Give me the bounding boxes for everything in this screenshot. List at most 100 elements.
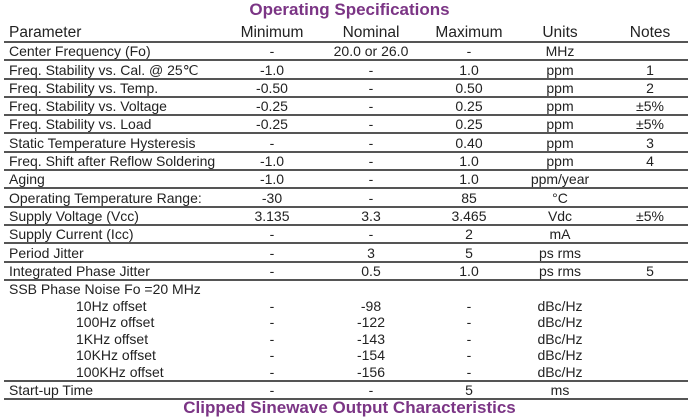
cell-units: °C — [508, 188, 612, 208]
cell-nominal: 3.3 — [312, 206, 430, 226]
cell-maximum: - — [466, 347, 472, 364]
table-row: Freq. Stability vs. Cal. @ 25℃ -1.0-1.0 pp… — [4, 60, 688, 80]
cell-minimum: - — [269, 347, 275, 364]
cell-minimum: 3.135 — [232, 206, 312, 226]
specifications-table: Parameter Minimum Nominal Maximum Units … — [4, 24, 688, 401]
cell-nominal: -122 — [356, 314, 386, 331]
phase-noise-label: SSB Phase Noise Fo =20 MHz — [9, 281, 201, 298]
cell-nominal: - — [312, 188, 430, 208]
cell-notes — [612, 42, 688, 62]
cell-parameter: Start-up Time — [4, 380, 232, 401]
cell-notes — [612, 297, 688, 314]
cell-units: dBc/Hz — [508, 363, 612, 382]
cell-notes: 4 — [612, 151, 688, 172]
table-row: 10KHz offset - -154 - dBc/Hz — [4, 347, 688, 364]
cell-minimum: -1.0 — [232, 60, 312, 80]
cell-minimum: -1.0 — [232, 151, 312, 172]
cell-units: ms — [508, 380, 612, 401]
cell-maximum: 1.0 — [430, 151, 508, 172]
cell-minimum: -1.0 — [232, 170, 312, 190]
cell-parameter: Freq. Stability vs. Cal. @ 25℃ — [4, 60, 232, 80]
cell-nominal: - — [312, 170, 430, 190]
cell-nominal: -143 — [356, 330, 386, 347]
table-row: Freq. Stability vs. Load -0.25-0.25 ppm ±5% — [4, 115, 688, 135]
cell-units: MHz — [508, 42, 612, 62]
cell-maximum: 0.40 — [430, 133, 508, 153]
table-row: Static Temperature Hysteresis - -0.40 ppm 3 — [4, 133, 688, 153]
cell-nominal: -98 — [360, 297, 382, 314]
cell-nominal: 0.5 — [312, 261, 430, 281]
cell-notes — [612, 188, 688, 208]
header-nominal: Nominal — [312, 24, 430, 43]
cell-notes: 3 — [612, 133, 688, 153]
cell-notes: ±5% — [612, 115, 688, 135]
cell-nominal: -156 — [312, 363, 430, 382]
cell-parameter: Operating Temperature Range: — [4, 188, 232, 208]
next-section-title: Clipped Sinewave Output Characteristics — [183, 398, 516, 417]
cell-units: Vdc — [508, 206, 612, 226]
cell-maximum: - — [430, 42, 508, 62]
cell-minimum: - — [232, 243, 312, 263]
cell-parameter: 1KHz offset — [76, 330, 149, 347]
cell-nominal: - — [312, 380, 430, 401]
cell-units: ppm — [508, 96, 612, 117]
cell-maximum: 5 — [430, 380, 508, 401]
cell-parameter: Freq. Stability vs. Voltage — [4, 96, 232, 117]
cell-maximum: 1.0 — [430, 261, 508, 281]
cell-maximum: 1.0 — [430, 170, 508, 190]
table-row: Aging -1.0-1.0 ppm/year — [4, 170, 688, 190]
cell-units: ppm/year — [508, 170, 612, 190]
cell-notes: ±5% — [612, 96, 688, 117]
cell-notes: 2 — [612, 78, 688, 98]
cell-maximum: - — [466, 330, 472, 347]
cell-notes — [612, 170, 688, 190]
cell-parameter: Aging — [4, 170, 232, 190]
cell-units: ppm — [508, 78, 612, 98]
cell-units: ps rms — [508, 261, 612, 281]
cell-parameter: 100Hz offset — [76, 314, 155, 331]
header-row: Parameter Minimum Nominal Maximum Units … — [4, 24, 688, 43]
cell-parameter: Freq. Stability vs. Temp. — [4, 78, 232, 98]
table-row: Freq. Shift after Reflow Soldering -1.0-1… — [4, 151, 688, 172]
cell-maximum: 1.0 — [430, 60, 508, 80]
cell-maximum: 5 — [430, 243, 508, 263]
cell-notes: 1 — [612, 60, 688, 80]
table-row: Freq. Stability vs. Temp. -0.50-0.50 ppm 2 — [4, 78, 688, 98]
cell-units: mA — [508, 224, 612, 245]
cell-nominal: - — [312, 96, 430, 117]
cell-nominal: - — [312, 133, 430, 153]
table-row: SSB Phase Noise Fo =20 MHz — [4, 280, 688, 298]
cell-parameter: 10KHz offset — [76, 347, 156, 364]
table-row: Supply Current (Icc) - -2 mA — [4, 224, 688, 245]
cell-units: ps rms — [508, 243, 612, 263]
header-notes: Notes — [612, 24, 688, 43]
cell-maximum: 85 — [430, 188, 508, 208]
cell-minimum: - — [269, 314, 275, 331]
cell-units: ppm — [508, 115, 612, 135]
table-row: Integrated Phase Jitter -0.5 1.0 ps rms 5 — [4, 261, 688, 281]
cell-parameter: Integrated Phase Jitter — [4, 261, 232, 281]
cell-minimum: -0.25 — [232, 115, 312, 135]
cell-parameter: Supply Current (Icc) — [4, 224, 232, 245]
cell-maximum: - — [430, 363, 508, 382]
table-row: Freq. Stability vs. Voltage -0.25-0.25 ppm… — [4, 96, 688, 117]
table-row: 100Hz offset - -122 - dBc/Hz — [4, 314, 688, 331]
header-parameter: Parameter — [4, 24, 232, 43]
cell-minimum: - — [232, 380, 312, 401]
cell-maximum: - — [466, 297, 472, 314]
cell-minimum: - — [232, 224, 312, 245]
table-row: Operating Temperature Range: -30-85 °C — [4, 188, 688, 208]
cell-parameter: Period Jitter — [4, 243, 232, 263]
cell-maximum: 0.25 — [430, 115, 508, 135]
cell-nominal: - — [312, 60, 430, 80]
cell-minimum: - — [232, 133, 312, 153]
cell-notes — [612, 380, 688, 401]
cell-units: dBc/Hz — [537, 330, 583, 347]
cell-notes — [612, 314, 688, 331]
cell-minimum: - — [232, 363, 312, 382]
cell-parameter: Freq. Shift after Reflow Soldering — [4, 151, 232, 172]
cell-nominal: 20.0 or 26.0 — [312, 42, 430, 62]
table-row: 100KHz offset - -156- dBc/Hz — [4, 363, 688, 382]
header-units: Units — [508, 24, 612, 43]
cell-maximum: - — [466, 314, 472, 331]
